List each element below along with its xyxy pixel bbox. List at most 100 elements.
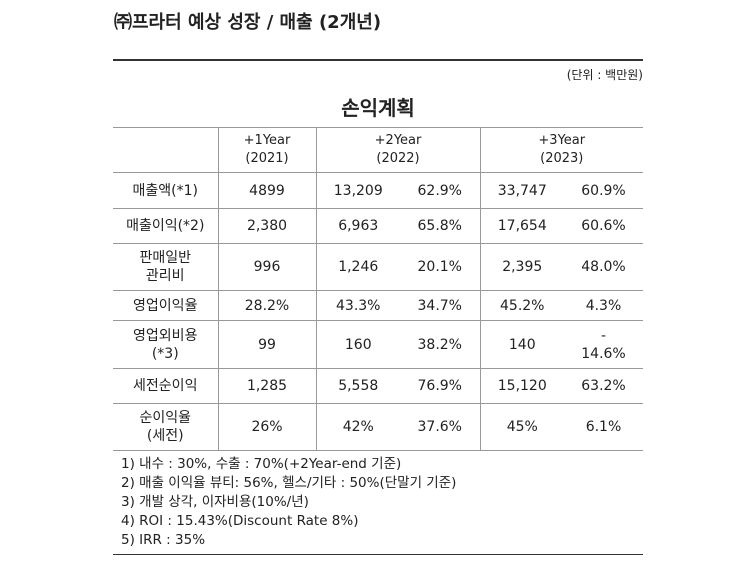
cell-line: 2,395 — [502, 259, 543, 275]
cell-line: 1,285 — [246, 378, 288, 394]
note: 2) 매출 이익율 뷰티: 56%, 헬스/기타 : 50%(단말기 기준) — [121, 475, 457, 491]
table-cell: 6,963 — [315, 208, 400, 244]
cell-line: 60.9% — [581, 182, 626, 199]
table-cell: 38.2% — [400, 320, 480, 369]
table-row: 매출이익(*2) 2,380 6,963 65.8% 17,654 60.6% — [113, 208, 643, 244]
header-cell — [113, 127, 218, 173]
header-row: +1Year (2021) +2Year (2022) +3Year (2023) — [113, 127, 643, 173]
cell-line: 판매일반 — [139, 250, 192, 266]
cell-line: 20.1% — [417, 259, 462, 275]
unit-note: (단위 : 백만원) — [566, 68, 643, 82]
cell-line: 관리비 — [145, 268, 185, 284]
cell-line: 38.2% — [417, 336, 462, 353]
cell-line: 48.0% — [581, 259, 626, 275]
cell-line: 14.6% — [581, 345, 626, 362]
table-row: 세전순이익 1,285 5,558 76.9% 15,120 63.2% — [113, 368, 643, 404]
table-cell: 43.3% — [315, 290, 400, 321]
cell-line: 2,380 — [246, 218, 288, 234]
table-cell: 160 — [315, 320, 400, 369]
table-cell: 6.1% — [564, 403, 643, 451]
table-cell: 996 — [217, 243, 316, 291]
cell-line: (2021) — [245, 151, 289, 166]
table-cell: 영업이익율 — [113, 290, 218, 321]
table-cell: 1,285 — [217, 368, 316, 404]
cell-line: (2022) — [376, 151, 420, 166]
table-cell: 45% — [479, 403, 564, 451]
table-cell: 76.9% — [400, 368, 480, 404]
table-cell: 영업외비용 (*3) — [113, 320, 218, 369]
table-cell: 순이익율 (세전) — [113, 403, 218, 451]
table-cell: 45.2% — [479, 290, 564, 321]
table-cell: 28.2% — [217, 290, 316, 321]
cell-line: 6.1% — [585, 419, 622, 436]
cell-line: 6,963 — [338, 218, 379, 234]
cell-line: +2Year — [374, 133, 422, 148]
cell-line: +1Year — [243, 133, 291, 148]
cell-line: 65.8% — [417, 218, 462, 234]
table-cell: 33,747 — [479, 172, 564, 209]
cell-line: 13,209 — [333, 182, 383, 199]
table: +1Year (2021) +2Year (2022) +3Year (2023) 매출액(… — [113, 127, 643, 451]
table-cell: 세전순이익 — [113, 368, 218, 404]
cell-line: 45.2% — [500, 297, 545, 314]
cell-line: (2023) — [540, 151, 584, 166]
table-row: 영업이익율 28.2% 43.3% 34.7% 45.2% 4.3% — [113, 290, 643, 321]
cell-line: 34.7% — [417, 297, 462, 314]
cell-line: 37.6% — [417, 419, 462, 436]
table-caption: 손익계획 — [341, 96, 415, 120]
table-cell: 17,654 — [479, 208, 564, 244]
cell-line: 42% — [342, 419, 374, 436]
note: 1) 내수 : 30%, 수출 : 70%(+2Year-end 기준) — [121, 456, 402, 472]
cell-line: 60.6% — [581, 218, 626, 234]
table-cell: 4899 — [217, 172, 316, 209]
table-row: 순이익율 (세전) 26% 42% 37.6% 45% 6.1% — [113, 403, 643, 451]
cell-line: 영업외비용 — [133, 327, 198, 344]
table-cell: 1,246 — [315, 243, 400, 291]
note: 4) ROI : 15.43%(Discount Rate 8%) — [121, 513, 359, 529]
cell-line: 매출액(*1) — [132, 182, 198, 199]
table-cell: 60.6% — [564, 208, 643, 244]
cell-line: 1,246 — [338, 259, 379, 275]
cell-line: 62.9% — [417, 182, 462, 199]
cell-line: 세전순이익 — [133, 378, 198, 394]
cell-line: 17,654 — [497, 218, 547, 234]
cell-line: 28.2% — [244, 297, 290, 314]
cell-line: 45% — [506, 419, 538, 436]
table-row: 매출액(*1) 4899 13,209 62.9% 33,747 60.9% — [113, 172, 643, 209]
note: 3) 개발 상각, 이자비용(10%/년) — [121, 494, 309, 510]
cell-line: 140 — [508, 336, 536, 353]
rule — [113, 59, 643, 61]
table-cell: 매출액(*1) — [113, 172, 218, 209]
cell-line: 5,558 — [338, 378, 379, 394]
table-cell: 140 — [479, 320, 564, 369]
cell-line: 영업이익율 — [133, 297, 198, 314]
cell-line: 76.9% — [417, 378, 462, 394]
table-cell: 99 — [217, 320, 316, 369]
table-cell: 63.2% — [564, 368, 643, 404]
cell-line: (*3) — [151, 345, 179, 362]
header-cell: +2Year (2022) — [315, 127, 480, 173]
header-cell: +1Year (2021) — [217, 127, 316, 173]
table-cell: 15,120 — [479, 368, 564, 404]
cell-line: +3Year — [538, 133, 586, 148]
cell-line: 26% — [251, 419, 283, 436]
table-cell: 26% — [217, 403, 316, 451]
table-cell: 65.8% — [400, 208, 480, 244]
table-row: 영업외비용 (*3) 99 160 38.2% 140 -14.6% — [113, 320, 643, 369]
table-cell: 60.9% — [564, 172, 643, 209]
table-cell: 4.3% — [564, 290, 643, 321]
table-cell: 62.9% — [400, 172, 480, 209]
table-cell: 2,380 — [217, 208, 316, 244]
table-cell: 42% — [315, 403, 400, 451]
cell-line: 63.2% — [581, 378, 626, 394]
cell-line: 996 — [253, 259, 281, 275]
table-cell: 5,558 — [315, 368, 400, 404]
table-cell: 2,395 — [479, 243, 564, 291]
cell-line: 43.3% — [336, 297, 381, 314]
cell-line: 99 — [258, 336, 276, 353]
cell-line: 순이익율 — [139, 410, 192, 427]
cell-line: 15,120 — [497, 378, 547, 394]
